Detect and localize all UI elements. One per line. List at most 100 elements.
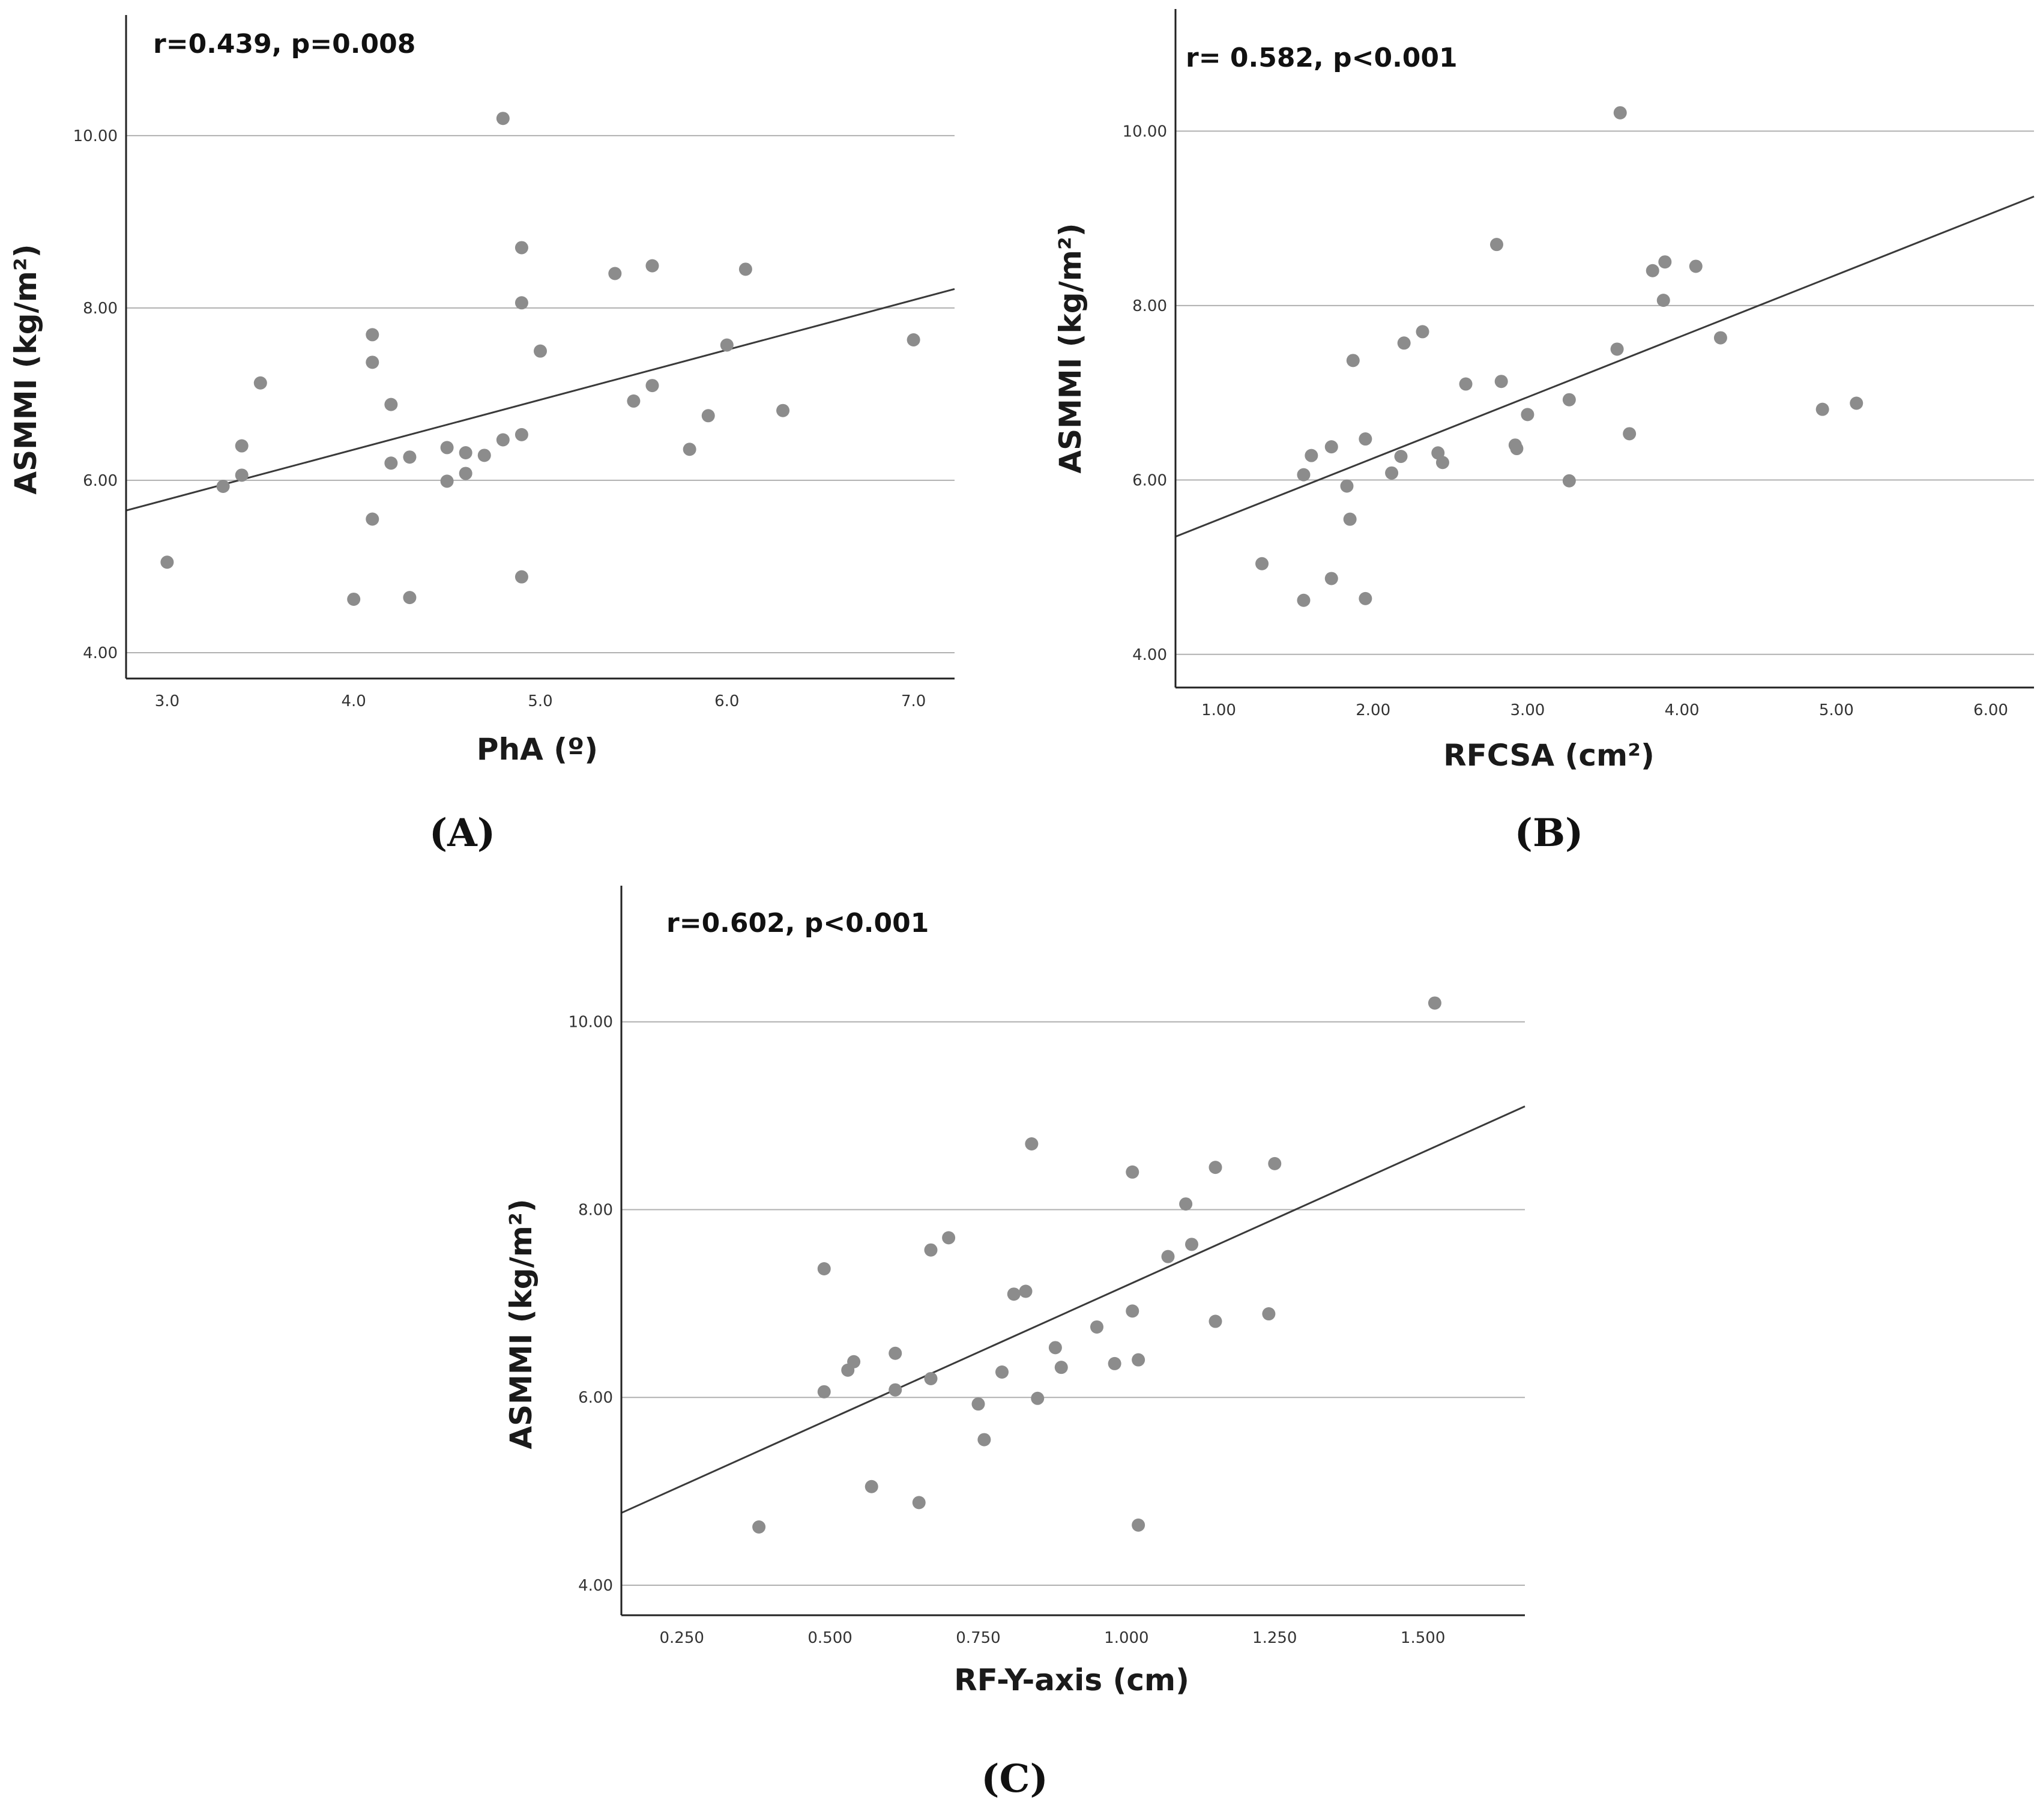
data-point (1610, 342, 1624, 356)
data-point (366, 328, 379, 342)
data-point (1048, 1341, 1062, 1355)
x-tick-label: 4.00 (1665, 701, 1700, 719)
x-tick-label: 2.00 (1356, 701, 1390, 719)
data-point (1090, 1320, 1104, 1334)
data-point (1713, 331, 1727, 345)
data-point (403, 591, 417, 605)
data-point (160, 555, 174, 569)
data-point (1108, 1356, 1121, 1370)
x-tick-label: 3.0 (155, 692, 180, 710)
x-tick-label: 4.0 (342, 692, 366, 710)
data-point (720, 338, 734, 352)
data-point (817, 1262, 831, 1275)
data-point (683, 443, 696, 456)
data-point (440, 474, 454, 488)
data-point (701, 409, 715, 423)
data-point (776, 404, 790, 417)
data-point (235, 439, 249, 453)
y-tick-label: 4.00 (578, 1577, 613, 1595)
data-point (1346, 354, 1360, 367)
x-tick-label: 0.500 (807, 1629, 852, 1647)
data-point (1385, 466, 1399, 480)
data-point (1297, 468, 1311, 482)
panel-caption-b: (B) (1514, 811, 1584, 856)
scatter-plot-c: 4.00 6.00 8.00 10.00 0.250 0.500 0.750 1.000 1.… (504, 886, 1525, 1698)
data-point (817, 1385, 831, 1398)
data-point (1689, 259, 1703, 273)
data-point (515, 428, 528, 441)
y-tick-label: 10.00 (1123, 122, 1167, 141)
data-point (1510, 442, 1524, 456)
correlation-annotation: r=0.602, p<0.001 (666, 908, 929, 939)
y-tick-label: 8.00 (578, 1201, 613, 1219)
data-point (1054, 1361, 1068, 1374)
data-point (889, 1346, 902, 1360)
data-point (1623, 427, 1637, 441)
x-tick-label: 1.500 (1401, 1629, 1445, 1647)
x-axis-label: RF-Y-axis (cm) (954, 1663, 1189, 1698)
data-point (1161, 1250, 1175, 1263)
x-tick-label: 5.00 (1819, 701, 1854, 719)
x-tick-label: 0.250 (660, 1629, 704, 1647)
x-tick-label: 1.00 (1201, 701, 1236, 719)
data-point (1394, 450, 1408, 464)
data-point (253, 376, 267, 390)
data-point (384, 456, 398, 470)
chart-panel-a: 4.00 6.00 8.00 10.00 3.0 4.0 5.0 6.0 7.0 r=0.43… (0, 0, 991, 805)
data-point (1305, 449, 1318, 462)
correlation-annotation: r=0.439, p=0.008 (153, 29, 415, 59)
data-point (924, 1371, 938, 1385)
regression-line (125, 288, 955, 512)
data-point (1255, 557, 1269, 570)
y-tick-label: 4.00 (1132, 646, 1167, 664)
data-point (1359, 591, 1372, 605)
data-point (366, 355, 379, 369)
data-point (1646, 264, 1659, 277)
x-tick-label: 1.000 (1104, 1629, 1148, 1647)
data-point (216, 479, 230, 493)
panel-caption-c: (C) (981, 1756, 1048, 1801)
y-axis-label: ASMMI (kg/m²) (8, 244, 43, 494)
data-point (1019, 1284, 1033, 1298)
data-point (889, 1383, 902, 1397)
data-point (1359, 432, 1372, 446)
data-point (1562, 393, 1576, 407)
data-point (1209, 1161, 1222, 1175)
data-point (515, 570, 528, 584)
data-point (627, 394, 641, 408)
data-point (1416, 325, 1429, 339)
data-point (1007, 1287, 1021, 1301)
data-point (1397, 336, 1411, 350)
x-axis-label: PhA (º) (477, 732, 598, 767)
x-tick-label: 3.00 (1510, 701, 1545, 719)
data-point (440, 441, 454, 455)
data-point (1268, 1156, 1282, 1170)
data-point (1025, 1137, 1039, 1151)
data-point (1262, 1307, 1276, 1321)
x-tick-label: 0.750 (956, 1629, 1000, 1647)
y-tick-label: 6.00 (578, 1389, 613, 1407)
data-point (1562, 474, 1576, 488)
x-axis-label: RFCSA (cm²) (1443, 738, 1655, 773)
scatter-plot-a: 4.00 6.00 8.00 10.00 3.0 4.0 5.0 6.0 7.0 r=0.43… (8, 15, 955, 767)
data-point (1521, 408, 1535, 422)
data-point (384, 398, 398, 411)
data-point (942, 1231, 956, 1245)
x-tick-label: 6.00 (1973, 701, 2008, 719)
y-tick-label: 8.00 (83, 300, 118, 318)
data-point (1656, 294, 1670, 307)
data-point (534, 344, 547, 358)
data-point (912, 1496, 926, 1510)
y-tick-label: 4.00 (83, 644, 118, 662)
data-point (1324, 440, 1338, 454)
data-point (1185, 1238, 1199, 1251)
y-tick-label: 10.00 (569, 1014, 613, 1032)
data-point (1126, 1165, 1139, 1179)
chart-panel-c: 4.00 6.00 8.00 10.00 0.250 0.500 0.750 1.000 1.… (480, 877, 1591, 1729)
gridlines (126, 135, 955, 653)
data-point (1428, 996, 1441, 1010)
regression-line (621, 1105, 1525, 1514)
data-point (1494, 375, 1508, 388)
data-point (1324, 572, 1338, 585)
data-point (847, 1355, 861, 1368)
